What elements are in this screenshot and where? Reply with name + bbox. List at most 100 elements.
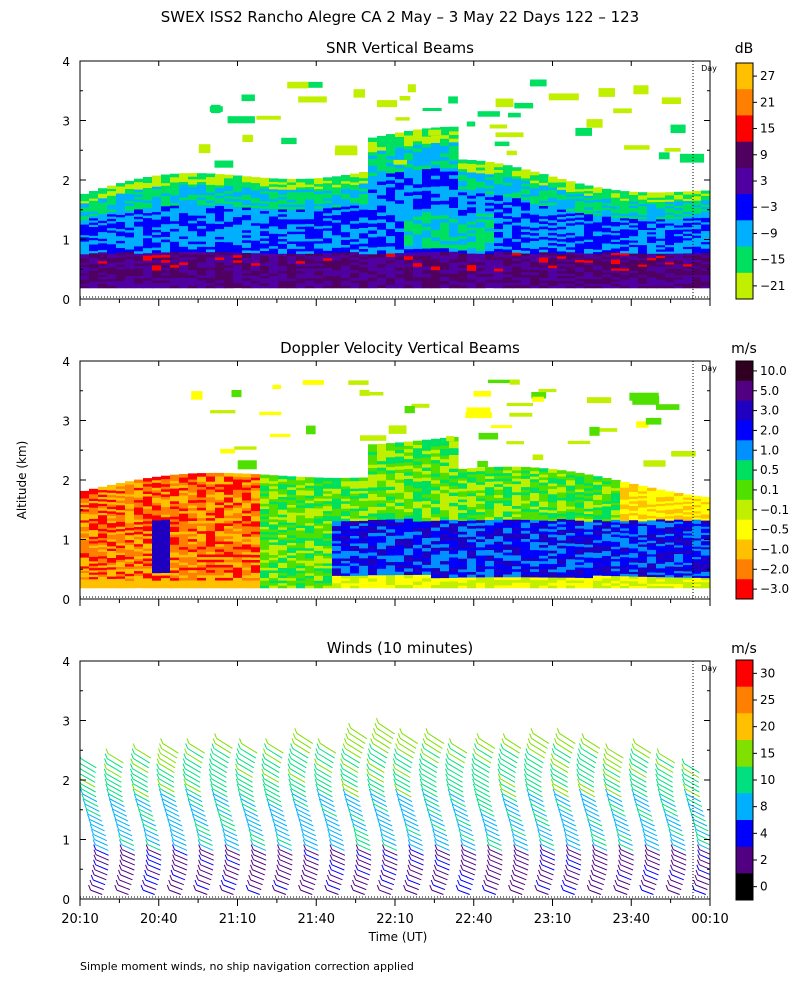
- heatmap-cell: [593, 225, 603, 230]
- heatmap-cell: [98, 496, 108, 500]
- heatmap-cell: [98, 244, 108, 248]
- heatmap-cell: [530, 284, 540, 289]
- heatmap-cell: [530, 247, 540, 252]
- heatmap-cell: [692, 239, 702, 243]
- heatmap-cell: [296, 270, 306, 274]
- heatmap-cell: [161, 195, 171, 199]
- heatmap-cell: [323, 244, 333, 249]
- heatmap-cell: [359, 216, 369, 221]
- heatmap-cell: [359, 200, 369, 205]
- heatmap-cell: [116, 266, 126, 270]
- heatmap-cell: [629, 246, 639, 250]
- heatmap-cell: [287, 481, 297, 485]
- heatmap-cell: [431, 189, 441, 194]
- heatmap-cell: [674, 235, 684, 239]
- heatmap-cell: [341, 208, 351, 212]
- heatmap-cell: [350, 186, 360, 191]
- heatmap-cell: [215, 243, 225, 248]
- heatmap-cell: [134, 282, 144, 286]
- heatmap-cell: [332, 252, 342, 256]
- heatmap-cell: [305, 492, 315, 496]
- heatmap-cell: [458, 159, 468, 164]
- heatmap-cell: [188, 219, 198, 224]
- heatmap-cell: [314, 490, 324, 494]
- heatmap-cell: [368, 541, 378, 546]
- heatmap-cell: [629, 200, 639, 204]
- heatmap-cell: [476, 249, 486, 254]
- heatmap-cell: [98, 273, 108, 278]
- heatmap-cell: [260, 518, 270, 522]
- heatmap-cell: [98, 269, 108, 273]
- heatmap-cell: [656, 272, 666, 276]
- heatmap-cell: [548, 254, 558, 259]
- heatmap-cell: [512, 276, 522, 281]
- heatmap-cell: [593, 230, 603, 234]
- heatmap-cell: [179, 507, 189, 512]
- heatmap-cell: [413, 233, 423, 239]
- heatmap-cell: [521, 188, 531, 192]
- y-tick-label: 3: [62, 115, 70, 129]
- heatmap-cell: [359, 577, 369, 581]
- heatmap-cell: [125, 221, 135, 226]
- heatmap-cell: [278, 265, 288, 269]
- heatmap-cell: [206, 519, 216, 524]
- heatmap-cell: [611, 196, 621, 200]
- heatmap-cell: [557, 215, 567, 220]
- heatmap-cell: [161, 534, 171, 538]
- heatmap-cell: [539, 279, 549, 284]
- heatmap-cell: [530, 200, 540, 205]
- heatmap-cell: [152, 579, 162, 584]
- heatmap-cell: [377, 450, 387, 455]
- heatmap-cell: [305, 267, 315, 271]
- heatmap-cell: [350, 178, 360, 183]
- heatmap-cell: [296, 572, 306, 576]
- heatmap-cell: [125, 275, 135, 279]
- heatmap-cell: [89, 280, 99, 284]
- heatmap-cell: [125, 486, 135, 490]
- heatmap-cell: [422, 200, 432, 206]
- heatmap-cell: [197, 579, 207, 584]
- heatmap-cell: [116, 225, 126, 230]
- heatmap-cell: [584, 236, 594, 240]
- heatmap-cell: [692, 230, 702, 234]
- heatmap-cell: [557, 223, 567, 227]
- heatmap-cell: [260, 267, 270, 271]
- heatmap-cell: [98, 224, 108, 228]
- heatmap-cell: [305, 265, 315, 269]
- heatmap-cell: [269, 205, 279, 210]
- heatmap-cell: [80, 232, 90, 236]
- heatmap-cell: [701, 232, 710, 236]
- heatmap-cell: [359, 172, 369, 176]
- heatmap-cell: [386, 511, 396, 517]
- heatmap-cell: [161, 478, 171, 482]
- heatmap-cell: [638, 192, 648, 196]
- heatmap-cell: [287, 582, 297, 586]
- heatmap-cell: [116, 501, 126, 506]
- heatmap-cell: [350, 199, 360, 203]
- heatmap-cell: [260, 235, 270, 239]
- heatmap-cell: [341, 532, 351, 537]
- heatmap-cell: [224, 218, 234, 222]
- heatmap-cell: [593, 260, 603, 264]
- heatmap-cell: [458, 284, 468, 289]
- heatmap-cell: [485, 238, 495, 243]
- heatmap-cell: [332, 507, 342, 512]
- heatmap-cell: [377, 239, 387, 244]
- heatmap-cell: [701, 271, 710, 276]
- heatmap-cell: [197, 525, 207, 529]
- heatmap-cell: [548, 211, 558, 216]
- heatmap-cell: [548, 231, 558, 236]
- heatmap-cell: [404, 269, 414, 275]
- heatmap-cell: [368, 222, 378, 227]
- heatmap-cell: [170, 181, 180, 185]
- heatmap-cell: [557, 220, 567, 225]
- heatmap-cell: [161, 223, 171, 227]
- heatmap-cell: [431, 207, 441, 212]
- heatmap-cell: [170, 266, 180, 271]
- heatmap-cell: [593, 262, 603, 266]
- heatmap-cell: [188, 494, 198, 498]
- heatmap-cell: [386, 141, 396, 146]
- heatmap-cell: [305, 183, 315, 188]
- heatmap-cell: [575, 284, 585, 289]
